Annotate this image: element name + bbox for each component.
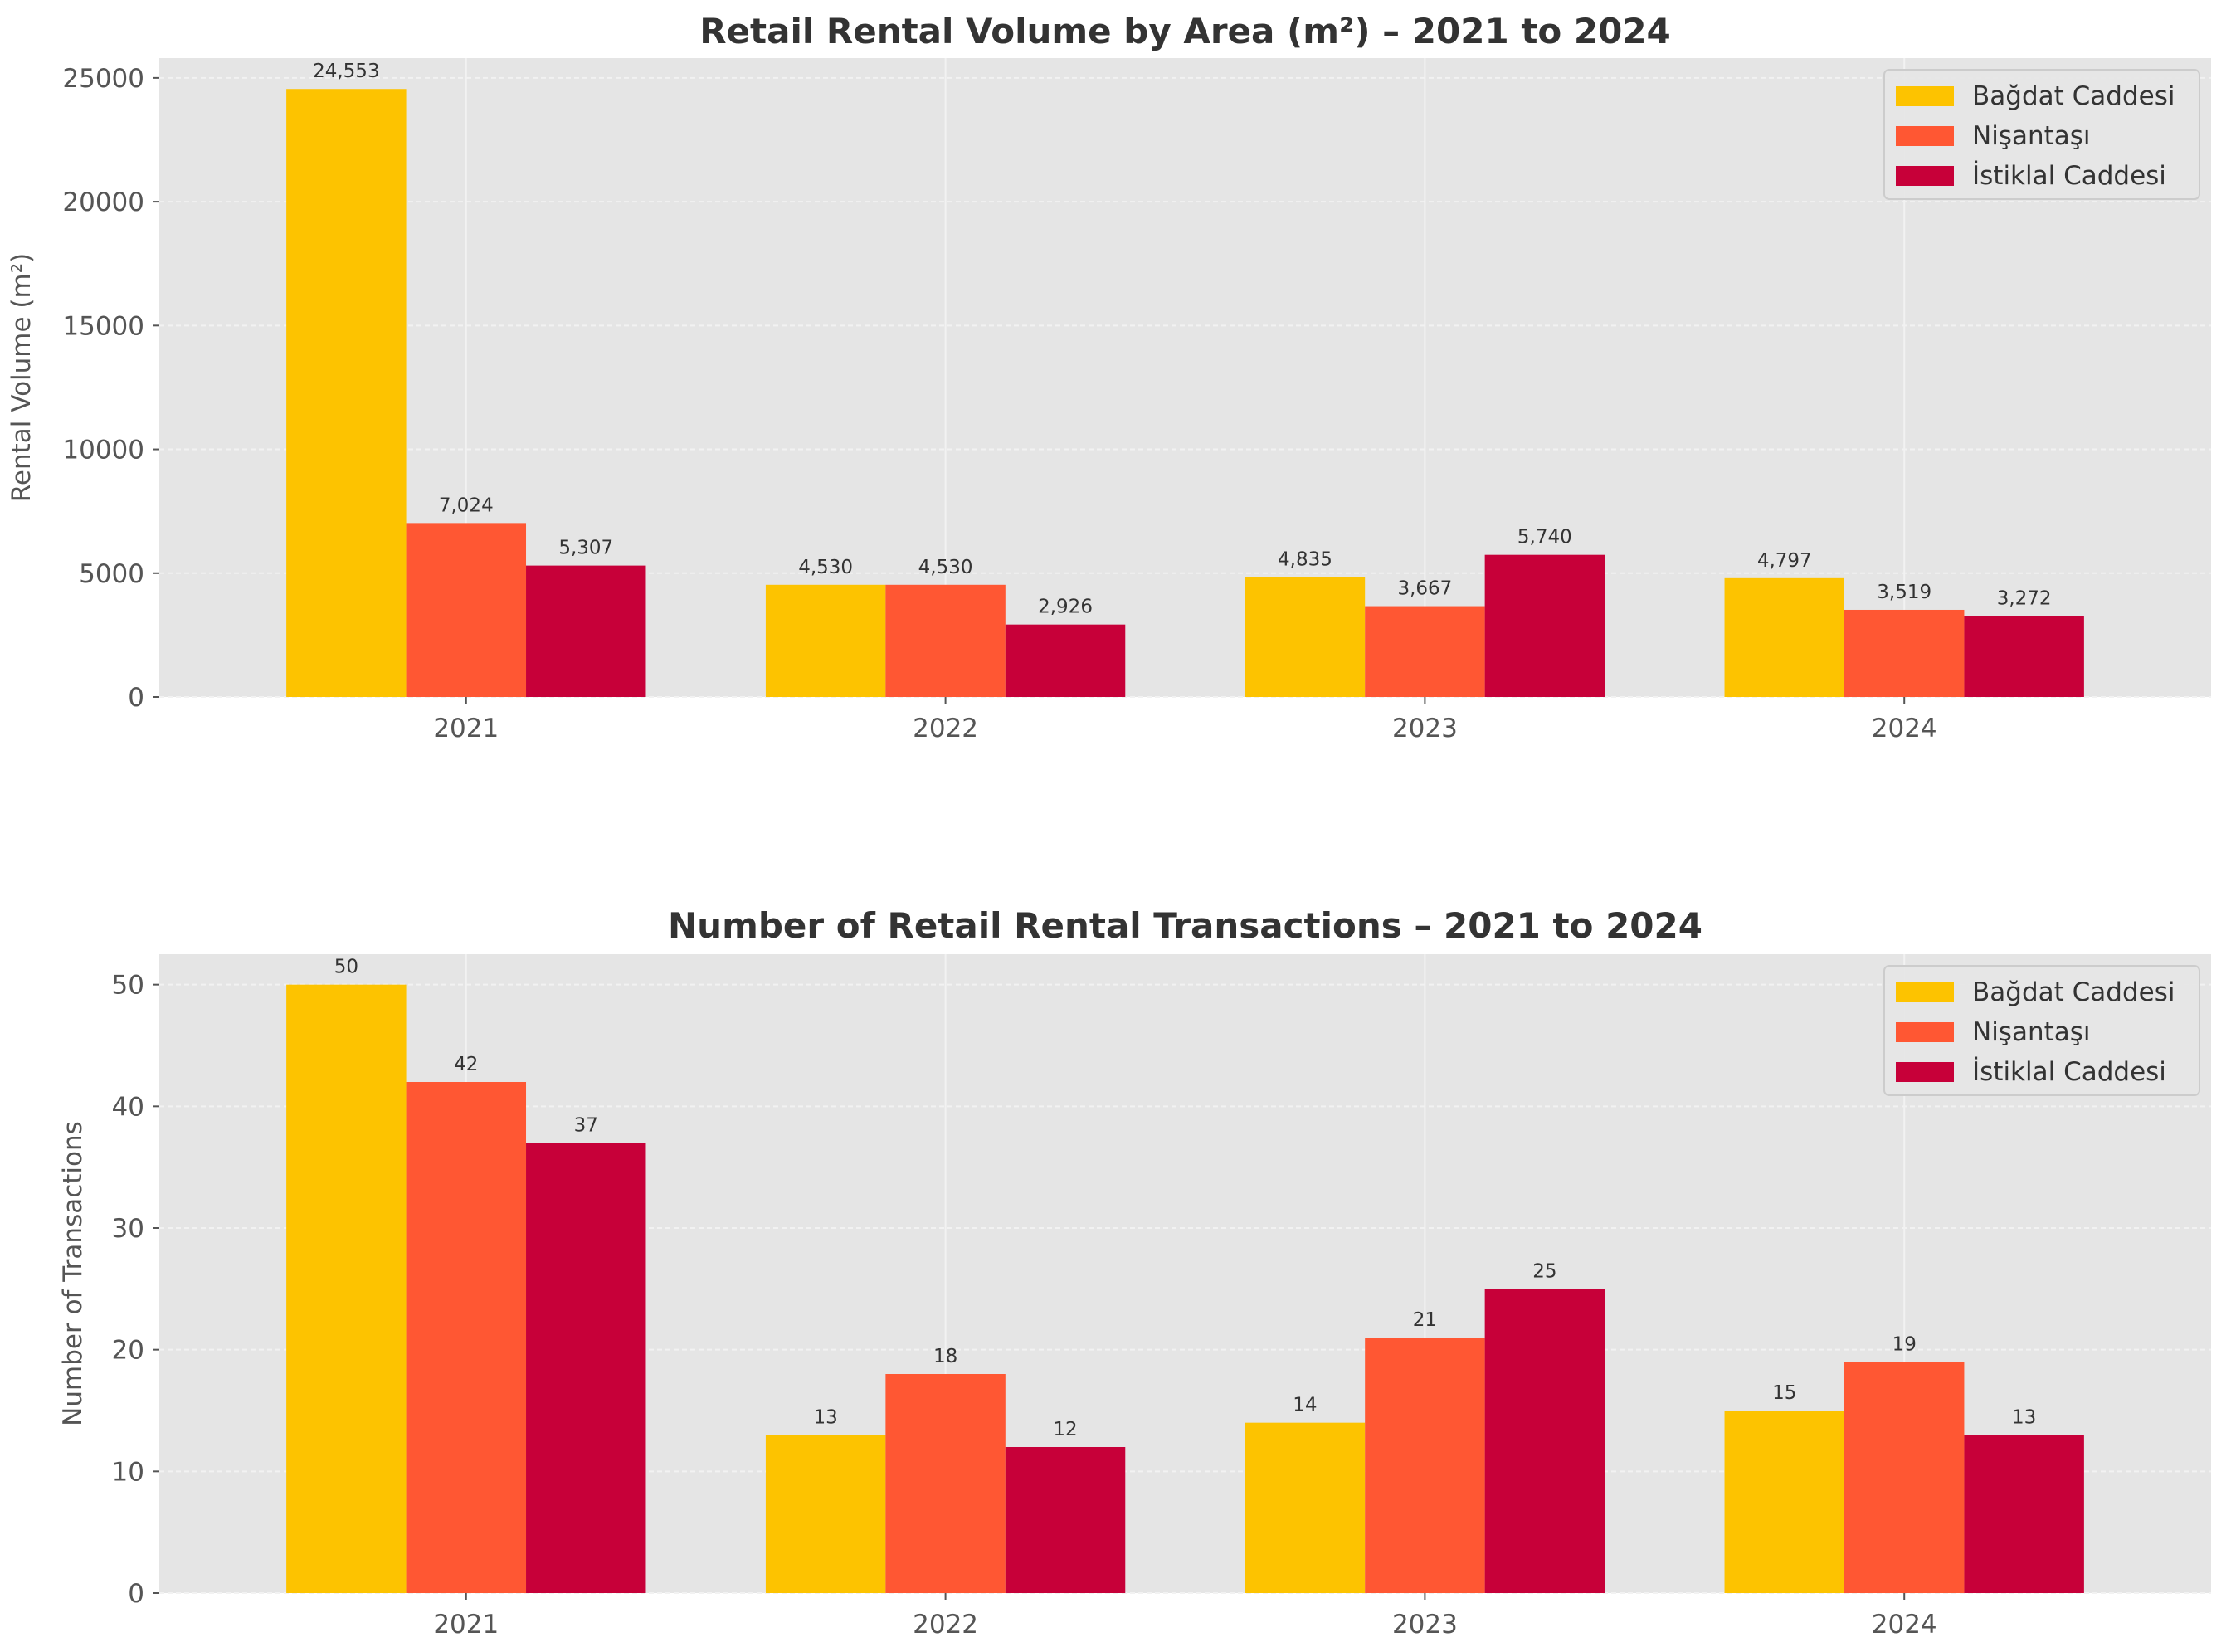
transactions-bar-value-label: 12 bbox=[1053, 1419, 1077, 1440]
volume-bar-value-label: 4,530 bbox=[798, 557, 853, 578]
volume-bar-value-label: 2,926 bbox=[1038, 597, 1093, 618]
transactions-bar-value-label: 19 bbox=[1892, 1333, 1917, 1355]
transactions-bar bbox=[1484, 1289, 1605, 1593]
transactions-legend-swatch bbox=[1896, 1062, 1954, 1082]
volume-bar-value-label: 3,667 bbox=[1397, 578, 1452, 600]
transactions-bar bbox=[406, 1082, 527, 1593]
transactions-y-tick-label: 30 bbox=[112, 1214, 144, 1244]
volume-legend: Bağdat Caddesi Nişantaşı İstiklal Caddesi bbox=[1883, 69, 2200, 200]
transactions-bar bbox=[1005, 1447, 1126, 1593]
volume-bar-value-label: 5,740 bbox=[1517, 527, 1572, 548]
transactions-legend-box bbox=[1883, 965, 2200, 1096]
volume-x-tick-label: 2024 bbox=[1872, 714, 1937, 743]
volume-legend-label: Nişantaşı bbox=[1972, 121, 2091, 151]
volume-legend-swatch bbox=[1896, 86, 1954, 106]
volume-y-tick-label: 10000 bbox=[62, 436, 144, 465]
transactions-bar bbox=[1844, 1362, 1965, 1593]
volume-bar bbox=[1005, 624, 1126, 697]
transactions-x-tick-label: 2021 bbox=[433, 1610, 499, 1640]
transactions-chart-ylabel: Number of Transactions bbox=[58, 1121, 88, 1426]
transactions-bar bbox=[1365, 1338, 1485, 1593]
transactions-x-tick-label: 2022 bbox=[913, 1610, 978, 1640]
volume-legend-label: İstiklal Caddesi bbox=[1972, 161, 2166, 191]
volume-bar-value-label: 3,272 bbox=[1997, 587, 2052, 609]
volume-bar-value-label: 7,024 bbox=[439, 495, 494, 516]
transactions-legend-swatch bbox=[1896, 1022, 1954, 1042]
volume-chart-ylabel: Rental Volume (m²) bbox=[7, 253, 37, 502]
transactions-legend-label: Bağdat Caddesi bbox=[1972, 977, 2175, 1007]
transactions-bar bbox=[765, 1435, 886, 1593]
transactions-bar bbox=[1245, 1422, 1366, 1593]
transactions-bar-value-label: 15 bbox=[1772, 1382, 1796, 1404]
volume-y-tick-label: 20000 bbox=[62, 188, 144, 217]
transactions-legend-label: Nişantaşı bbox=[1972, 1017, 2091, 1047]
transactions-y-tick-label: 10 bbox=[112, 1457, 144, 1487]
volume-bar bbox=[885, 584, 1006, 697]
volume-chart: Retail Rental Volume by Area (m²) – 2021… bbox=[7, 11, 2211, 743]
volume-bar-value-label: 5,307 bbox=[558, 538, 613, 559]
volume-bar bbox=[1365, 606, 1485, 697]
volume-bar bbox=[1484, 554, 1605, 697]
volume-x-tick-label: 2021 bbox=[433, 714, 499, 743]
transactions-y-tick-label: 50 bbox=[112, 971, 144, 1001]
transactions-bar-value-label: 13 bbox=[2012, 1406, 2036, 1428]
transactions-bar-value-label: 13 bbox=[814, 1406, 838, 1428]
transactions-bar bbox=[1964, 1435, 2084, 1593]
transactions-x-tick-label: 2024 bbox=[1872, 1610, 1937, 1640]
transactions-y-tick-label: 0 bbox=[128, 1579, 144, 1609]
volume-y-tick-label: 25000 bbox=[62, 64, 144, 94]
transactions-legend-label: İstiklal Caddesi bbox=[1972, 1057, 2166, 1087]
transactions-bar-value-label: 21 bbox=[1413, 1309, 1437, 1331]
transactions-bar bbox=[286, 984, 407, 1593]
transactions-bar-value-label: 37 bbox=[574, 1114, 598, 1136]
volume-bar-value-label: 4,797 bbox=[1757, 550, 1812, 572]
volume-y-tick-label: 5000 bbox=[79, 559, 144, 589]
volume-bar bbox=[406, 523, 527, 697]
transactions-bar-value-label: 42 bbox=[454, 1054, 478, 1075]
volume-bar bbox=[1844, 609, 1965, 697]
volume-legend-label: Bağdat Caddesi bbox=[1972, 81, 2175, 111]
volume-bar bbox=[1964, 616, 2084, 697]
volume-bar bbox=[1245, 577, 1366, 697]
volume-bar bbox=[765, 584, 886, 697]
volume-bar bbox=[286, 89, 407, 697]
volume-y-tick-label: 0 bbox=[128, 683, 144, 713]
transactions-bar bbox=[885, 1374, 1006, 1593]
transactions-y-tick-label: 20 bbox=[112, 1336, 144, 1366]
volume-chart-title: Retail Rental Volume by Area (m²) – 2021… bbox=[699, 11, 1671, 51]
transactions-bar-value-label: 18 bbox=[933, 1346, 957, 1367]
volume-legend-box bbox=[1883, 69, 2200, 200]
transactions-chart-title: Number of Retail Rental Transactions – 2… bbox=[668, 905, 1702, 946]
transactions-legend: Bağdat Caddesi Nişantaşı İstiklal Caddesi bbox=[1883, 965, 2200, 1096]
transactions-chart: Number of Retail Rental Transactions – 2… bbox=[58, 905, 2211, 1640]
transactions-bar-value-label: 50 bbox=[334, 957, 358, 978]
volume-bar bbox=[526, 565, 646, 697]
transactions-bar-value-label: 14 bbox=[1293, 1395, 1317, 1416]
volume-bar-value-label: 4,530 bbox=[918, 557, 973, 578]
transactions-bar bbox=[1724, 1411, 1844, 1593]
volume-bar-value-label: 24,553 bbox=[313, 61, 379, 82]
volume-legend-swatch bbox=[1896, 166, 1954, 186]
volume-bar bbox=[1724, 577, 1844, 697]
transactions-legend-swatch bbox=[1896, 982, 1954, 1002]
volume-x-tick-label: 2022 bbox=[913, 714, 978, 743]
volume-legend-swatch bbox=[1896, 126, 1954, 146]
transactions-y-tick-label: 40 bbox=[112, 1092, 144, 1122]
transactions-x-tick-label: 2023 bbox=[1392, 1610, 1458, 1640]
transactions-bar-value-label: 25 bbox=[1532, 1260, 1556, 1282]
volume-x-tick-label: 2023 bbox=[1392, 714, 1458, 743]
volume-y-tick-label: 15000 bbox=[62, 311, 144, 341]
transactions-bar bbox=[526, 1143, 646, 1593]
volume-bar-value-label: 3,519 bbox=[1877, 582, 1931, 603]
volume-bar-value-label: 4,835 bbox=[1278, 549, 1332, 571]
